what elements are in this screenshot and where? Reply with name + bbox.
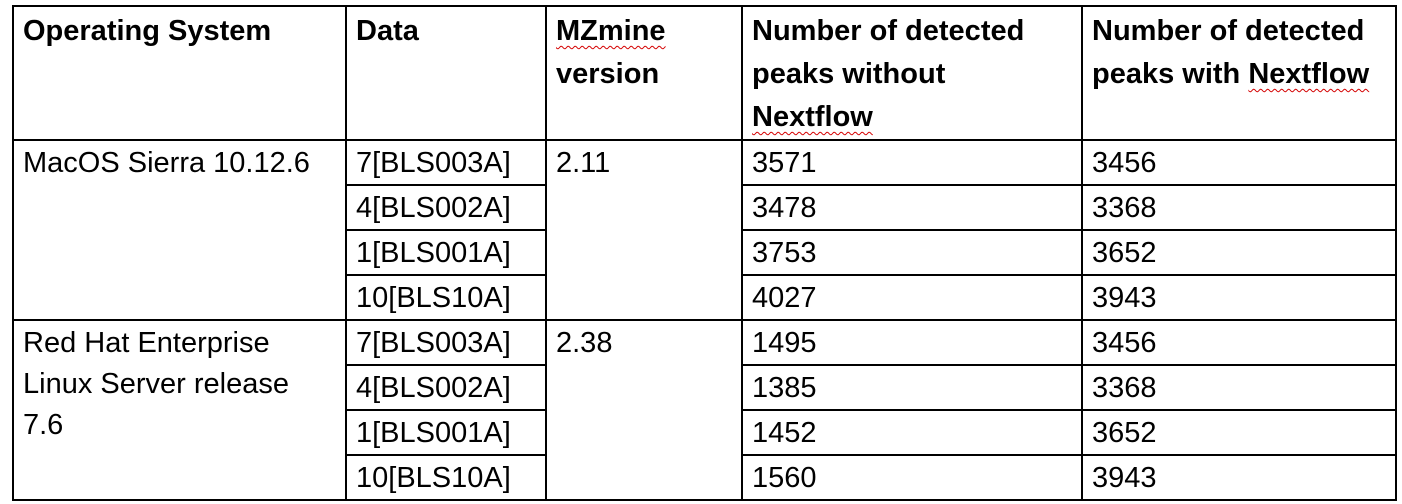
table-row: 1[BLS001A] 1452 3652 (13, 409, 1397, 456)
header-mzmine-word: MZmine (556, 15, 666, 47)
table-row: MacOS Sierra 10.12.6 7[BLS003A] 2.11 357… (12, 139, 1397, 321)
header-nextflow-word-2: Nextflow (1248, 58, 1370, 90)
table-row: Red Hat Enterprise Linux Server release … (12, 319, 1397, 501)
header-data: Data (345, 5, 547, 141)
results-table: Operating System Data MZmine version Numb… (12, 5, 1397, 501)
header-row: Operating System Data MZmine version Numb… (12, 5, 1397, 141)
without-cell: 1452 (741, 409, 1083, 456)
os-cell: MacOS Sierra 10.12.6 (12, 139, 347, 321)
table-row: 10[BLS10A] 1560 3943 (13, 454, 1397, 501)
data-cell: 7[BLS003A] (345, 319, 547, 366)
with-cell: 3368 (1081, 184, 1397, 231)
header-mzmine-version: MZmine version (545, 5, 743, 141)
without-cell: 3571 (741, 139, 1083, 186)
with-cell: 3652 (1081, 409, 1397, 456)
with-cell: 3943 (1081, 454, 1397, 501)
with-cell: 3456 (1081, 319, 1397, 366)
version-cell: 2.38 (545, 319, 743, 501)
data-cell: 4[BLS002A] (345, 364, 547, 411)
os-cell: Red Hat Enterprise Linux Server release … (12, 319, 347, 501)
without-cell: 1495 (741, 319, 1083, 366)
header-peaks-without-nextflow: Number of detected peaks without Nextflo… (741, 5, 1083, 141)
data-cell: 10[BLS10A] (345, 274, 547, 321)
without-cell: 1560 (741, 454, 1083, 501)
without-cell: 1385 (741, 364, 1083, 411)
data-cell: 1[BLS001A] (345, 409, 547, 456)
without-cell: 4027 (741, 274, 1083, 321)
table-row: 4[BLS002A] 1385 3368 (13, 364, 1397, 411)
table-row: 1[BLS001A] 3753 3652 (13, 229, 1397, 276)
table-row: 10[BLS10A] 4027 3943 (13, 274, 1397, 321)
header-nextflow-word-1: Nextflow (752, 101, 873, 133)
data-cell: 1[BLS001A] (345, 229, 547, 276)
with-cell: 3652 (1081, 229, 1397, 276)
header-peaks-with-nextflow: Number of detected peaks with Nextflow (1081, 5, 1397, 141)
table-row: 4[BLS002A] 3478 3368 (13, 184, 1397, 231)
header-version-word: version (556, 58, 660, 90)
with-cell: 3943 (1081, 274, 1397, 321)
without-cell: 3478 (741, 184, 1083, 231)
data-cell: 10[BLS10A] (345, 454, 547, 501)
without-cell: 3753 (741, 229, 1083, 276)
header-operating-system: Operating System (12, 5, 347, 141)
with-cell: 3368 (1081, 364, 1397, 411)
with-cell: 3456 (1081, 139, 1397, 186)
version-cell: 2.11 (545, 139, 743, 321)
data-cell: 7[BLS003A] (345, 139, 547, 186)
data-cell: 4[BLS002A] (345, 184, 547, 231)
